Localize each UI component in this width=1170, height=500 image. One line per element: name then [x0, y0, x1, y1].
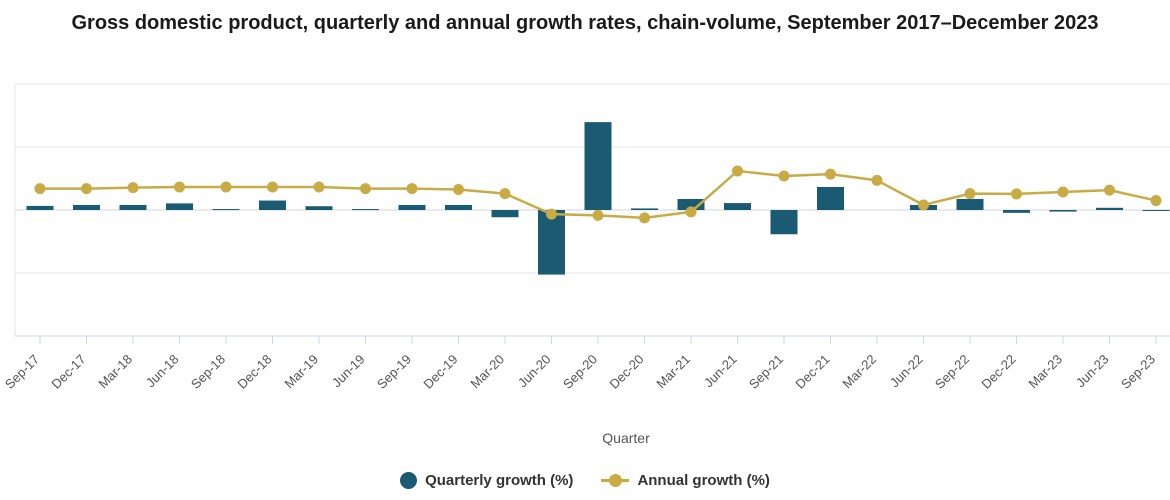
- bar-quarterly-Mar-21: [677, 198, 705, 210]
- x-tick-label: Dec-17: [48, 352, 88, 392]
- x-tick-label: Jun-23: [1073, 352, 1112, 391]
- x-tick-label: Sep-17: [2, 352, 42, 392]
- point-annual-Sep-19: [406, 183, 418, 195]
- point-annual-Dec-21: [825, 168, 836, 180]
- bar-quarterly-Mar-19: [305, 206, 333, 210]
- bar-quarterly-Dec-21: [817, 187, 844, 210]
- bar-quarterly-Jun-18: [166, 203, 193, 210]
- x-axis-ticks: Sep-17 Dec-17 Mar-18 Jun-18 Sep-18 Dec-18 Mar-…: [2, 336, 1158, 392]
- quarterly-swatch-icon: [400, 472, 418, 489]
- bar-quarterly-Sep-18: [212, 209, 240, 211]
- x-tick-label: Sep-19: [374, 352, 414, 392]
- legend: Quarterly growth (%) Annual growth (%): [0, 472, 1170, 489]
- x-tick-label: Sep-20: [560, 352, 600, 392]
- point-annual-Dec-20: [639, 212, 650, 224]
- bar-quarterly-Sep-22: [956, 198, 984, 210]
- x-tick-label: Sep-23: [1118, 352, 1158, 392]
- bar-quarterly-Dec-17: [73, 204, 100, 210]
- annual-swatch-icon: [601, 472, 630, 489]
- bar-quarterly-Dec-20: [631, 208, 658, 210]
- bar-quarterly-Mar-20: [491, 210, 519, 218]
- bar-quarterly-Jun-20: [538, 210, 565, 275]
- legend-item-annual[interactable]: Annual growth (%): [601, 472, 770, 489]
- bar-quarterly-Jun-23: [1096, 207, 1123, 210]
- x-axis-title: Quarter: [602, 430, 650, 446]
- x-tick-label: Sep-18: [188, 352, 228, 392]
- point-annual-Dec-22: [1011, 188, 1022, 200]
- bar-quarterly-Sep-23: [1142, 210, 1170, 211]
- point-annual-Mar-21: [685, 206, 697, 218]
- x-tick-label: Mar-21: [653, 352, 693, 392]
- point-annual-Sep-17: [34, 183, 46, 195]
- point-annual-Sep-21: [778, 170, 790, 182]
- point-annual-Jun-23: [1104, 184, 1115, 196]
- point-annual-Dec-18: [267, 181, 278, 193]
- x-tick-label: Mar-22: [839, 352, 879, 392]
- point-annual-Jun-20: [546, 208, 557, 220]
- point-annual-Sep-23: [1150, 195, 1162, 207]
- chart-plot: Sep-17 Dec-17 Mar-18 Jun-18 Sep-18 Dec-18 Mar-…: [2, 83, 1170, 446]
- legend-label-quarterly: Quarterly growth (%): [425, 472, 574, 489]
- x-tick-label: Sep-22: [932, 352, 972, 392]
- point-annual-Mar-19: [313, 181, 325, 193]
- bar-quarterly-Dec-22: [1003, 210, 1030, 213]
- point-annual-Mar-22: [871, 174, 883, 186]
- point-annual-Dec-17: [81, 183, 92, 195]
- point-annual-Sep-22: [964, 188, 976, 200]
- bar-quarterly-Dec-18: [259, 200, 286, 210]
- legend-item-quarterly[interactable]: Quarterly growth (%): [400, 472, 573, 489]
- x-tick-label: Dec-22: [978, 352, 1018, 392]
- bar-quarterly-Mar-23: [1049, 210, 1077, 212]
- x-tick-label: Mar-18: [95, 352, 135, 392]
- bar-quarterly-Sep-17: [26, 205, 54, 210]
- x-tick-label: Dec-20: [606, 352, 646, 392]
- point-annual-Mar-23: [1057, 186, 1069, 198]
- bar-quarterly-Jun-19: [352, 209, 379, 211]
- bar-quarterly-Sep-20: [584, 122, 612, 210]
- point-annual-Jun-19: [360, 183, 371, 195]
- x-tick-label: Dec-19: [420, 352, 460, 392]
- point-annual-Jun-18: [174, 181, 185, 193]
- bar-quarterly-Dec-19: [445, 204, 472, 210]
- bar-quarterly-Sep-21: [770, 210, 798, 235]
- point-annual-Mar-20: [499, 188, 511, 200]
- x-tick-label: Mar-20: [467, 352, 507, 392]
- x-tick-label: Jun-20: [515, 352, 554, 391]
- bar-quarterly-Jun-21: [724, 203, 751, 210]
- x-tick-label: Dec-18: [234, 352, 274, 392]
- point-annual-Jun-22: [918, 199, 929, 211]
- chart-title: Gross domestic product, quarterly and an…: [71, 12, 1099, 34]
- x-tick-label: Mar-19: [281, 352, 321, 392]
- bar-quarterly-Sep-19: [398, 204, 426, 210]
- x-tick-label: Jun-18: [143, 352, 182, 391]
- x-tick-label: Jun-22: [887, 352, 926, 391]
- point-annual-Dec-19: [453, 184, 464, 196]
- annual-line: [34, 165, 1162, 224]
- x-tick-label: Dec-21: [792, 352, 832, 392]
- x-tick-label: Mar-23: [1025, 352, 1065, 392]
- quarterly-bars: [26, 122, 1170, 275]
- point-annual-Sep-20: [592, 209, 604, 221]
- legend-label-annual: Annual growth (%): [637, 472, 770, 489]
- x-tick-label: Jun-19: [329, 352, 368, 391]
- x-tick-label: Jun-21: [701, 352, 740, 391]
- point-annual-Sep-18: [220, 181, 232, 193]
- x-tick-label: Sep-21: [746, 352, 786, 392]
- point-annual-Jun-21: [732, 165, 743, 177]
- bar-quarterly-Mar-18: [119, 204, 147, 210]
- point-annual-Mar-18: [127, 182, 139, 194]
